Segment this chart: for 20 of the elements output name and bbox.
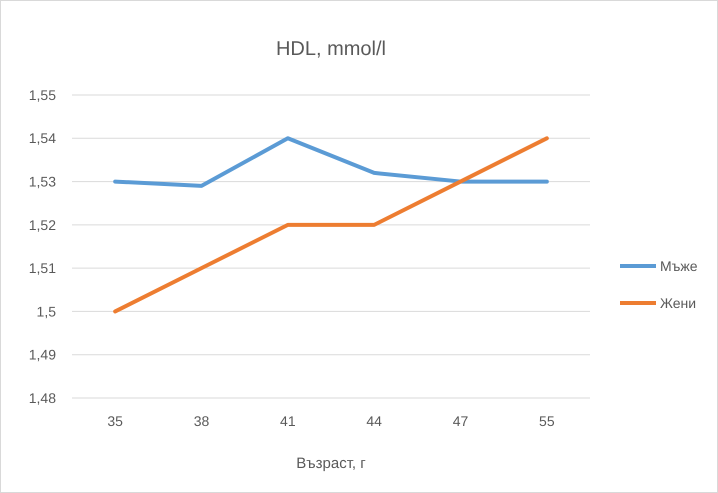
- line-series: [113, 136, 549, 188]
- chart-title: HDL, mmol/l: [276, 38, 386, 60]
- y-tick-label: 1,51: [28, 260, 56, 276]
- x-tick-label: 35: [107, 413, 124, 429]
- legend-label: Жени: [660, 294, 696, 311]
- y-tick-label: 1,49: [28, 346, 56, 363]
- y-tick-label: 1,52: [28, 216, 56, 233]
- x-tick-label: 44: [366, 413, 382, 429]
- y-tick-label: 1,48: [28, 390, 56, 406]
- x-tick-label: 41: [280, 413, 296, 429]
- x-tick-label: 38: [194, 413, 210, 429]
- y-tick-label: 1,53: [28, 173, 56, 190]
- y-tick-label: 1,5: [36, 303, 56, 320]
- x-axis-title: Възраст, г: [296, 455, 366, 472]
- line-series: [113, 136, 549, 314]
- x-tick-label: 47: [452, 413, 468, 429]
- y-tick-label: 1,55: [28, 86, 56, 103]
- y-tick-label: 1,54: [28, 130, 56, 146]
- x-tick-label: 55: [539, 413, 555, 429]
- legend-label: Мъже: [660, 258, 698, 274]
